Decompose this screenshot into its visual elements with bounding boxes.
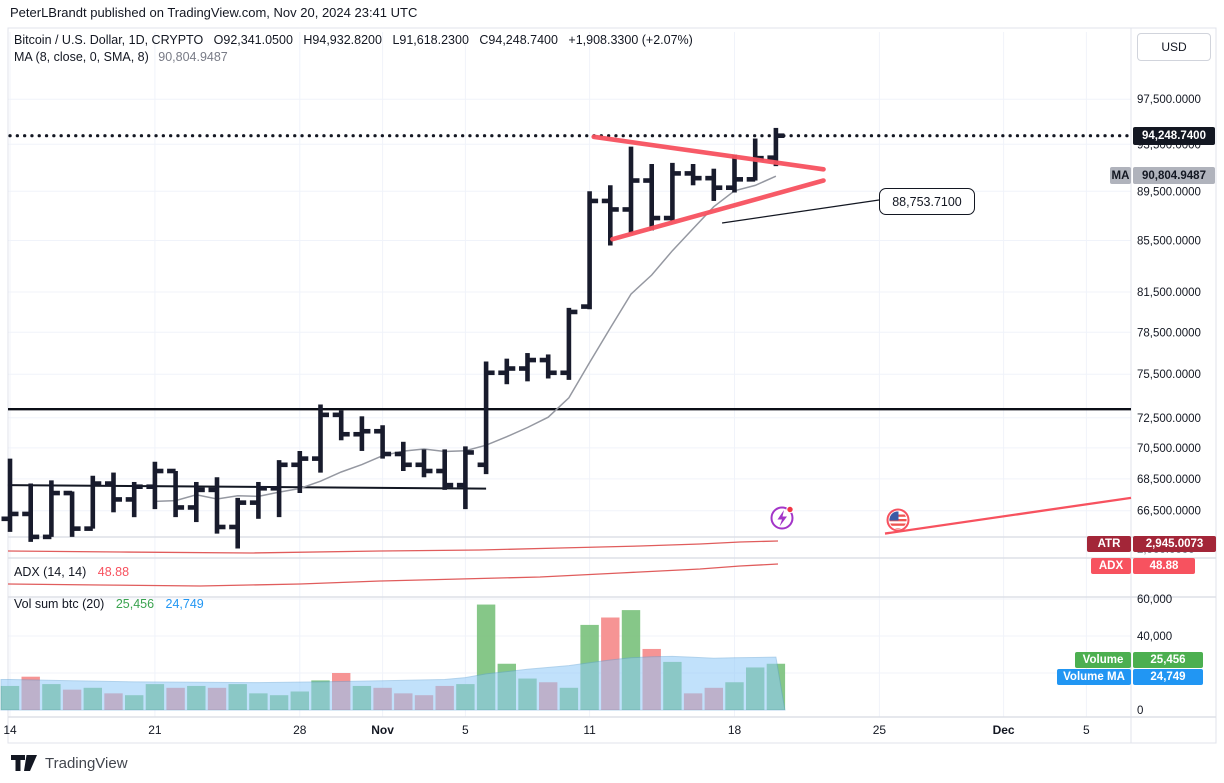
ohlc-low: L91,618.2300	[392, 33, 469, 47]
ma-legend[interactable]: MA (8, close, 0, SMA, 8) 90,804.9487	[14, 50, 228, 64]
tradingview-logo-icon	[11, 755, 37, 771]
price-callout[interactable]: 88,753.7100	[879, 188, 975, 215]
volume-legend-label: Vol sum btc (20)	[14, 597, 105, 611]
ohlc-change: +1,908.3300 (+2.07%)	[568, 33, 693, 47]
triangle-upper-line	[591, 134, 826, 172]
volume-axis-label: 60,000	[1137, 594, 1172, 606]
tradingview-logo[interactable]: TradingView	[10, 752, 128, 774]
adx-legend-label: ADX (14, 14)	[14, 565, 87, 579]
volume-ma-legend-value: 24,749	[165, 597, 204, 611]
ohlc-open: O92,341.0500	[213, 33, 293, 47]
time-axis-label: 28	[293, 723, 307, 737]
price-axis-label: 97,500.0000	[1137, 94, 1201, 106]
last-price-badge: 94,248.7400	[1133, 127, 1215, 145]
time-axis-label: 11	[583, 723, 596, 737]
ohlc-high: H94,932.8200	[303, 33, 382, 47]
flag-stripe	[889, 523, 907, 526]
volume-axis-label: 40,000	[1137, 631, 1172, 643]
flag-stripe	[889, 528, 907, 529]
price-axis-label: 85,500.0000	[1137, 235, 1201, 247]
time-axis-label: 14	[3, 723, 17, 737]
chart-frame	[7, 27, 1217, 744]
atr-line	[7, 540, 779, 554]
time-axis-label: 5	[1083, 723, 1090, 737]
atr-axis-chip-value: 2,945.0073	[1133, 536, 1216, 552]
lightning-bolt-glyph	[777, 510, 787, 527]
price-axis-label: 72,500.0000	[1137, 413, 1201, 425]
time-axis-label: Nov	[371, 723, 394, 737]
adx-legend-value: 48.88	[97, 565, 130, 579]
ma-legend-label: MA (8, close, 0, SMA, 8)	[14, 50, 149, 64]
volume-axis-label: 0	[1137, 705, 1143, 717]
volume-ma-axis-chip-value: 24,749	[1133, 669, 1203, 685]
symbol-title: Bitcoin / U.S. Dollar, 1D, CRYPTO	[14, 33, 204, 47]
time-axis-label: Dec	[993, 723, 1015, 737]
time-axis-label: 18	[728, 723, 742, 737]
adx-axis-chip-value: 48.88	[1133, 558, 1195, 574]
support-trendline	[7, 484, 487, 490]
volume-axis-chip-label: Volume	[1075, 652, 1131, 668]
price-axis-label: 70,500.0000	[1137, 443, 1201, 455]
adx-line	[7, 563, 779, 587]
currency-toggle-button[interactable]: USD	[1137, 33, 1211, 61]
volume-legend-value: 25,456	[115, 597, 155, 611]
atr-axis-chip-label: ATR	[1087, 536, 1131, 552]
price-axis-label: 66,500.0000	[1137, 506, 1201, 518]
rising-red-trendline	[884, 496, 1132, 535]
time-axis-label: 25	[873, 723, 887, 737]
price-axis-label: 78,500.0000	[1137, 327, 1201, 339]
price-axis-label: 81,500.0000	[1137, 287, 1201, 299]
ma-axis-chip-label: MA	[1110, 167, 1131, 184]
ma-legend-value: 90,804.9487	[158, 50, 228, 64]
adx-axis-chip-label: ADX	[1091, 558, 1131, 574]
volume-ma-axis-chip-label: Volume MA	[1057, 669, 1131, 685]
time-axis-label: 21	[148, 723, 162, 737]
adx-pane-legend[interactable]: ADX (14, 14) 48.88	[14, 565, 129, 579]
ohlc-close: C94,248.7400	[479, 33, 558, 47]
notification-dot	[786, 505, 794, 514]
callout-connector	[721, 199, 880, 224]
volume-pane-legend[interactable]: Vol sum btc (20) 25,456 24,749	[14, 597, 204, 611]
triangle-lower-line	[610, 178, 826, 242]
ma-axis-chip-value: 90,804.9487	[1133, 167, 1215, 184]
volume-axis-chip-value: 25,456	[1133, 652, 1203, 668]
price-axis-label: 68,500.0000	[1137, 474, 1201, 486]
volume-ma-area	[0, 655, 786, 711]
price-axis-label: 89,500.0000	[1137, 186, 1201, 198]
tradingview-logo-text: TradingView	[45, 754, 128, 772]
symbol-legend[interactable]: Bitcoin / U.S. Dollar, 1D, CRYPTO O92,34…	[14, 33, 700, 47]
price-axis-label: 75,500.0000	[1137, 369, 1201, 381]
published-line: PeterLBrandt published on TradingView.co…	[10, 5, 418, 20]
flag-canton	[889, 511, 899, 521]
time-axis-label: 5	[462, 723, 469, 737]
